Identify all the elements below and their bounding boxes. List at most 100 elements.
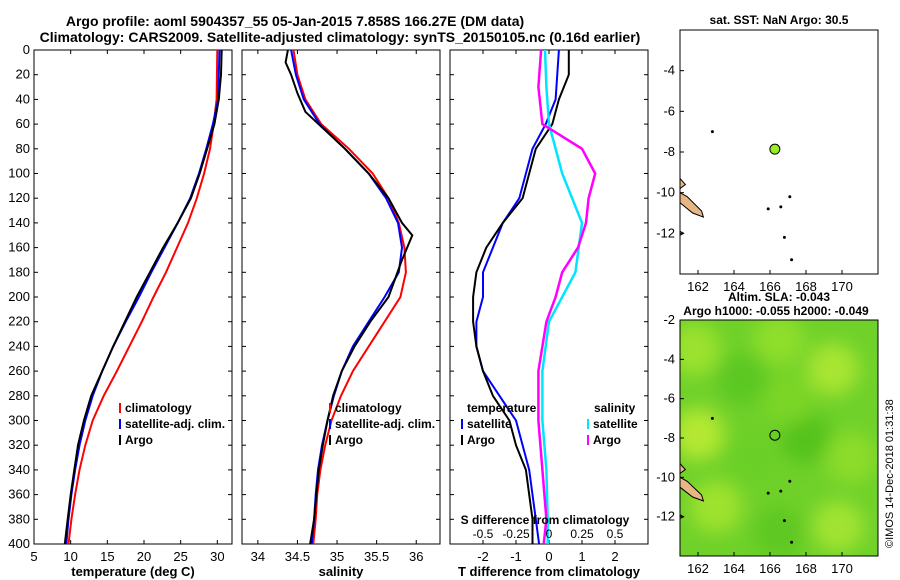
s-axis-label: S difference from climatology <box>461 513 630 527</box>
y-tick-label: -6 <box>663 103 675 118</box>
sla-cell <box>812 500 865 553</box>
y-tick-label: 140 <box>8 215 30 230</box>
salinity-profile-plot: 34 34.5 35 35.5 36 salinity climatology satelli… <box>241 49 441 579</box>
difference-profile-plot: -2 -1 0 1 2T difference from climatology -0.5… <box>449 49 649 579</box>
x-tick-label: 34.5 <box>285 549 310 564</box>
series-climatology <box>292 49 407 545</box>
x-tick-label: 35.5 <box>364 549 389 564</box>
x-tick-label: 164 <box>723 279 745 294</box>
sla-cell <box>680 408 724 461</box>
x-tick-label: 162 <box>687 279 709 294</box>
land-islet <box>788 195 792 199</box>
series-argo <box>63 49 223 545</box>
y-tick-label: 380 <box>8 511 30 526</box>
sla-cell <box>825 431 877 484</box>
sla-cell <box>807 343 859 396</box>
y-tick-label: -4 <box>663 63 675 78</box>
watermark: ©IMOS 14-Dec-2018 01:31:38 <box>884 399 896 548</box>
map-title-line1: Altim. SLA: -0.043 <box>728 290 830 304</box>
y-tick-label: 320 <box>8 437 30 452</box>
y-tick-label: 200 <box>8 289 30 304</box>
sla-cell <box>717 353 769 405</box>
x-tick-label: 20 <box>137 549 151 564</box>
x-tick-label: 0 <box>545 549 552 564</box>
sla-cell <box>680 323 721 376</box>
y-tick-label: -2 <box>663 312 675 327</box>
land-islet <box>779 205 783 209</box>
y-tick-label: 340 <box>8 462 30 477</box>
temperature-profile-plot: 0 20 40 60 80 100 120 140 160 180 200 220 240 260 280 3… <box>8 42 233 579</box>
y-tick-label: 120 <box>8 190 30 205</box>
sla-cell <box>753 506 805 556</box>
sal-legend-label: satellite-adj. clim. <box>335 417 435 431</box>
x-tick-label: 1 <box>578 549 585 564</box>
series-climatology <box>67 49 219 545</box>
s-tick-label: -0.5 <box>473 527 494 541</box>
y-tick-label: 400 <box>8 536 30 551</box>
x-tick-label: 164 <box>723 561 745 576</box>
series-t-argo <box>472 50 570 544</box>
land-islet <box>782 235 786 239</box>
land-islet <box>790 258 794 262</box>
t-legend-title: temperature <box>467 401 537 415</box>
sla-cell <box>780 412 832 464</box>
s-legend-label: Argo <box>593 433 621 447</box>
x-tick-label: 168 <box>795 561 817 576</box>
argo-position-marker <box>769 429 781 441</box>
y-tick-label: 260 <box>8 363 30 378</box>
sla-cell <box>762 372 814 425</box>
s-legend-title: salinity <box>594 401 636 415</box>
sla-field <box>680 320 878 556</box>
series-argo <box>284 49 414 545</box>
y-tick-label: -10 <box>656 185 675 200</box>
y-tick-label: 100 <box>8 166 30 181</box>
x-tick-label: 170 <box>831 561 853 576</box>
sla-cell <box>726 431 778 484</box>
x-tick-label: 162 <box>687 561 709 576</box>
temp-legend-label: satellite-adj. clim. <box>125 417 225 431</box>
x-tick-label: 35 <box>330 549 344 564</box>
t-legend-label: Argo <box>467 433 495 447</box>
argo-position-marker <box>769 143 781 155</box>
s-tick-label: 0.5 <box>607 527 624 541</box>
figure-title-line1: Argo profile: aoml 5904357_55 05-Jan-201… <box>66 13 524 29</box>
y-tick-label: -12 <box>656 225 675 240</box>
sal-legend-label: Argo <box>335 433 363 447</box>
temp-legend-label: climatology <box>125 401 192 415</box>
y-tick-label: 160 <box>8 240 30 255</box>
series-t-satellite <box>475 49 560 545</box>
y-tick-label: -6 <box>663 391 675 406</box>
s-tick-label: 0.25 <box>570 527 594 541</box>
y-tick-label: -4 <box>663 351 675 366</box>
land-islet <box>710 416 714 420</box>
land-islet <box>766 491 770 495</box>
series-s-satellite <box>541 49 584 544</box>
y-tick-label: 240 <box>8 338 30 353</box>
y-tick-label: 80 <box>16 141 30 156</box>
land-islet <box>766 207 770 211</box>
sla-blobs <box>680 320 877 556</box>
y-tick-label: -10 <box>656 469 675 484</box>
sla-cell <box>690 480 742 533</box>
x-tick-label: 10 <box>63 549 77 564</box>
sst-map: -4 -6 -8 -10 -12 162 164 166 168 170 sat. SST: NaN… <box>656 13 879 294</box>
y-tick-label: 300 <box>8 413 30 428</box>
land-islet <box>782 519 786 523</box>
y-tick-label: 280 <box>8 388 30 403</box>
y-tick-label: 180 <box>8 264 30 279</box>
x-tick-label: 36 <box>409 549 423 564</box>
s-tick-label: -0.25 <box>502 527 530 541</box>
x-tick-label: 15 <box>100 549 114 564</box>
series-s-argo <box>537 49 597 545</box>
y-tick-label: 40 <box>16 91 30 106</box>
figure-title-line2: Climatology: CARS2009. Satellite-adjuste… <box>40 29 641 45</box>
y-tick-label: -8 <box>663 144 675 159</box>
x-tick-label: 25 <box>173 549 187 564</box>
x-tick-label: 5 <box>30 549 37 564</box>
x-tick-label: 168 <box>795 279 817 294</box>
y-tick-label: -8 <box>663 430 675 445</box>
x-tick-label: -1 <box>510 549 522 564</box>
temp-legend-label: Argo <box>125 433 153 447</box>
map-title: sat. SST: NaN Argo: 30.5 <box>710 13 849 27</box>
y-tick-label: 360 <box>8 487 30 502</box>
